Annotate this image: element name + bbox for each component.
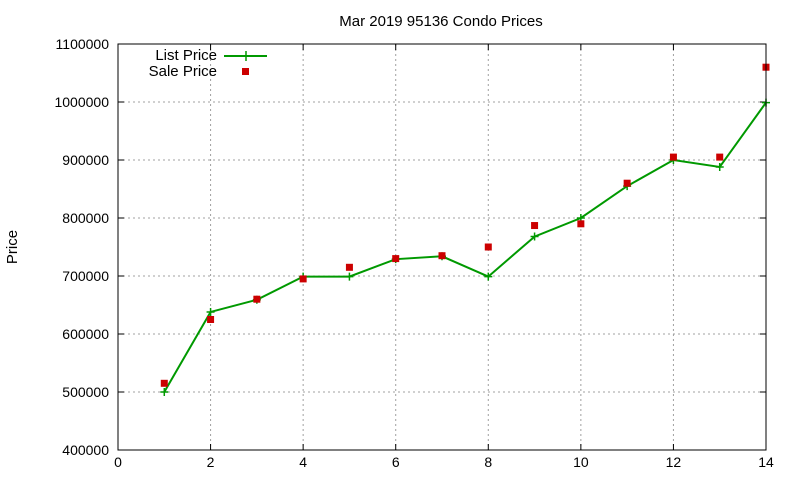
point-list-price: [530, 232, 539, 241]
x-tick-label: 8: [484, 454, 492, 470]
y-tick-label: 500000: [62, 384, 109, 400]
x-tick-label: 12: [666, 454, 682, 470]
x-tick-label: 14: [758, 454, 774, 470]
plot-border: [117, 43, 767, 451]
legend-marker-sale-price: [242, 68, 249, 75]
y-axis-label: Price: [4, 230, 21, 264]
legend: List Price Sale Price: [149, 47, 267, 80]
point-list-price: [715, 162, 724, 171]
x-tick-label: 0: [114, 454, 122, 470]
legend-label-sale-price: Sale Price: [149, 63, 217, 80]
point-sale-price: [299, 275, 307, 283]
series-line-list-price: [163, 101, 767, 393]
y-tick-label: 1000000: [54, 94, 109, 110]
point-sale-price: [207, 316, 215, 323]
x-tick-label: 6: [392, 454, 400, 470]
point-list-price: [345, 272, 354, 281]
x-tick-label: 10: [573, 454, 589, 470]
series-layer: [160, 63, 770, 396]
x-tick-label: 4: [299, 454, 307, 470]
point-sale-price: [392, 255, 400, 263]
point-sale-price: [623, 179, 631, 187]
y-tick-label: 1100000: [56, 36, 110, 52]
point-sale-price: [531, 222, 539, 230]
legend-marker-list-price: [241, 51, 251, 61]
x-tick-label: 2: [207, 454, 215, 470]
point-list-price: [484, 272, 493, 281]
point-sale-price: [577, 220, 585, 228]
tick-layer: 0 2 4 6 8 10 12 14 400000 500000 600000 700000 80000…: [54, 36, 774, 470]
legend-label-list-price: List Price: [155, 47, 217, 64]
point-sale-price: [160, 379, 168, 387]
y-tick-label: 700000: [62, 268, 109, 284]
point-list-price: [206, 307, 215, 316]
point-list-price: [160, 388, 169, 396]
point-sale-price: [669, 153, 677, 161]
point-sale-price: [345, 263, 353, 271]
point-sale-price: [438, 252, 446, 260]
point-sale-price: [716, 153, 724, 161]
grid-layer: [118, 44, 766, 450]
y-tick-label: 600000: [62, 326, 109, 342]
chart-title: Mar 2019 95136 Condo Prices: [339, 13, 542, 30]
y-tick-label: 900000: [62, 152, 109, 168]
point-sale-price: [253, 295, 261, 303]
y-tick-label: 400000: [62, 442, 109, 458]
point-sale-price: [484, 243, 492, 251]
y-tick-label: 800000: [62, 210, 109, 226]
